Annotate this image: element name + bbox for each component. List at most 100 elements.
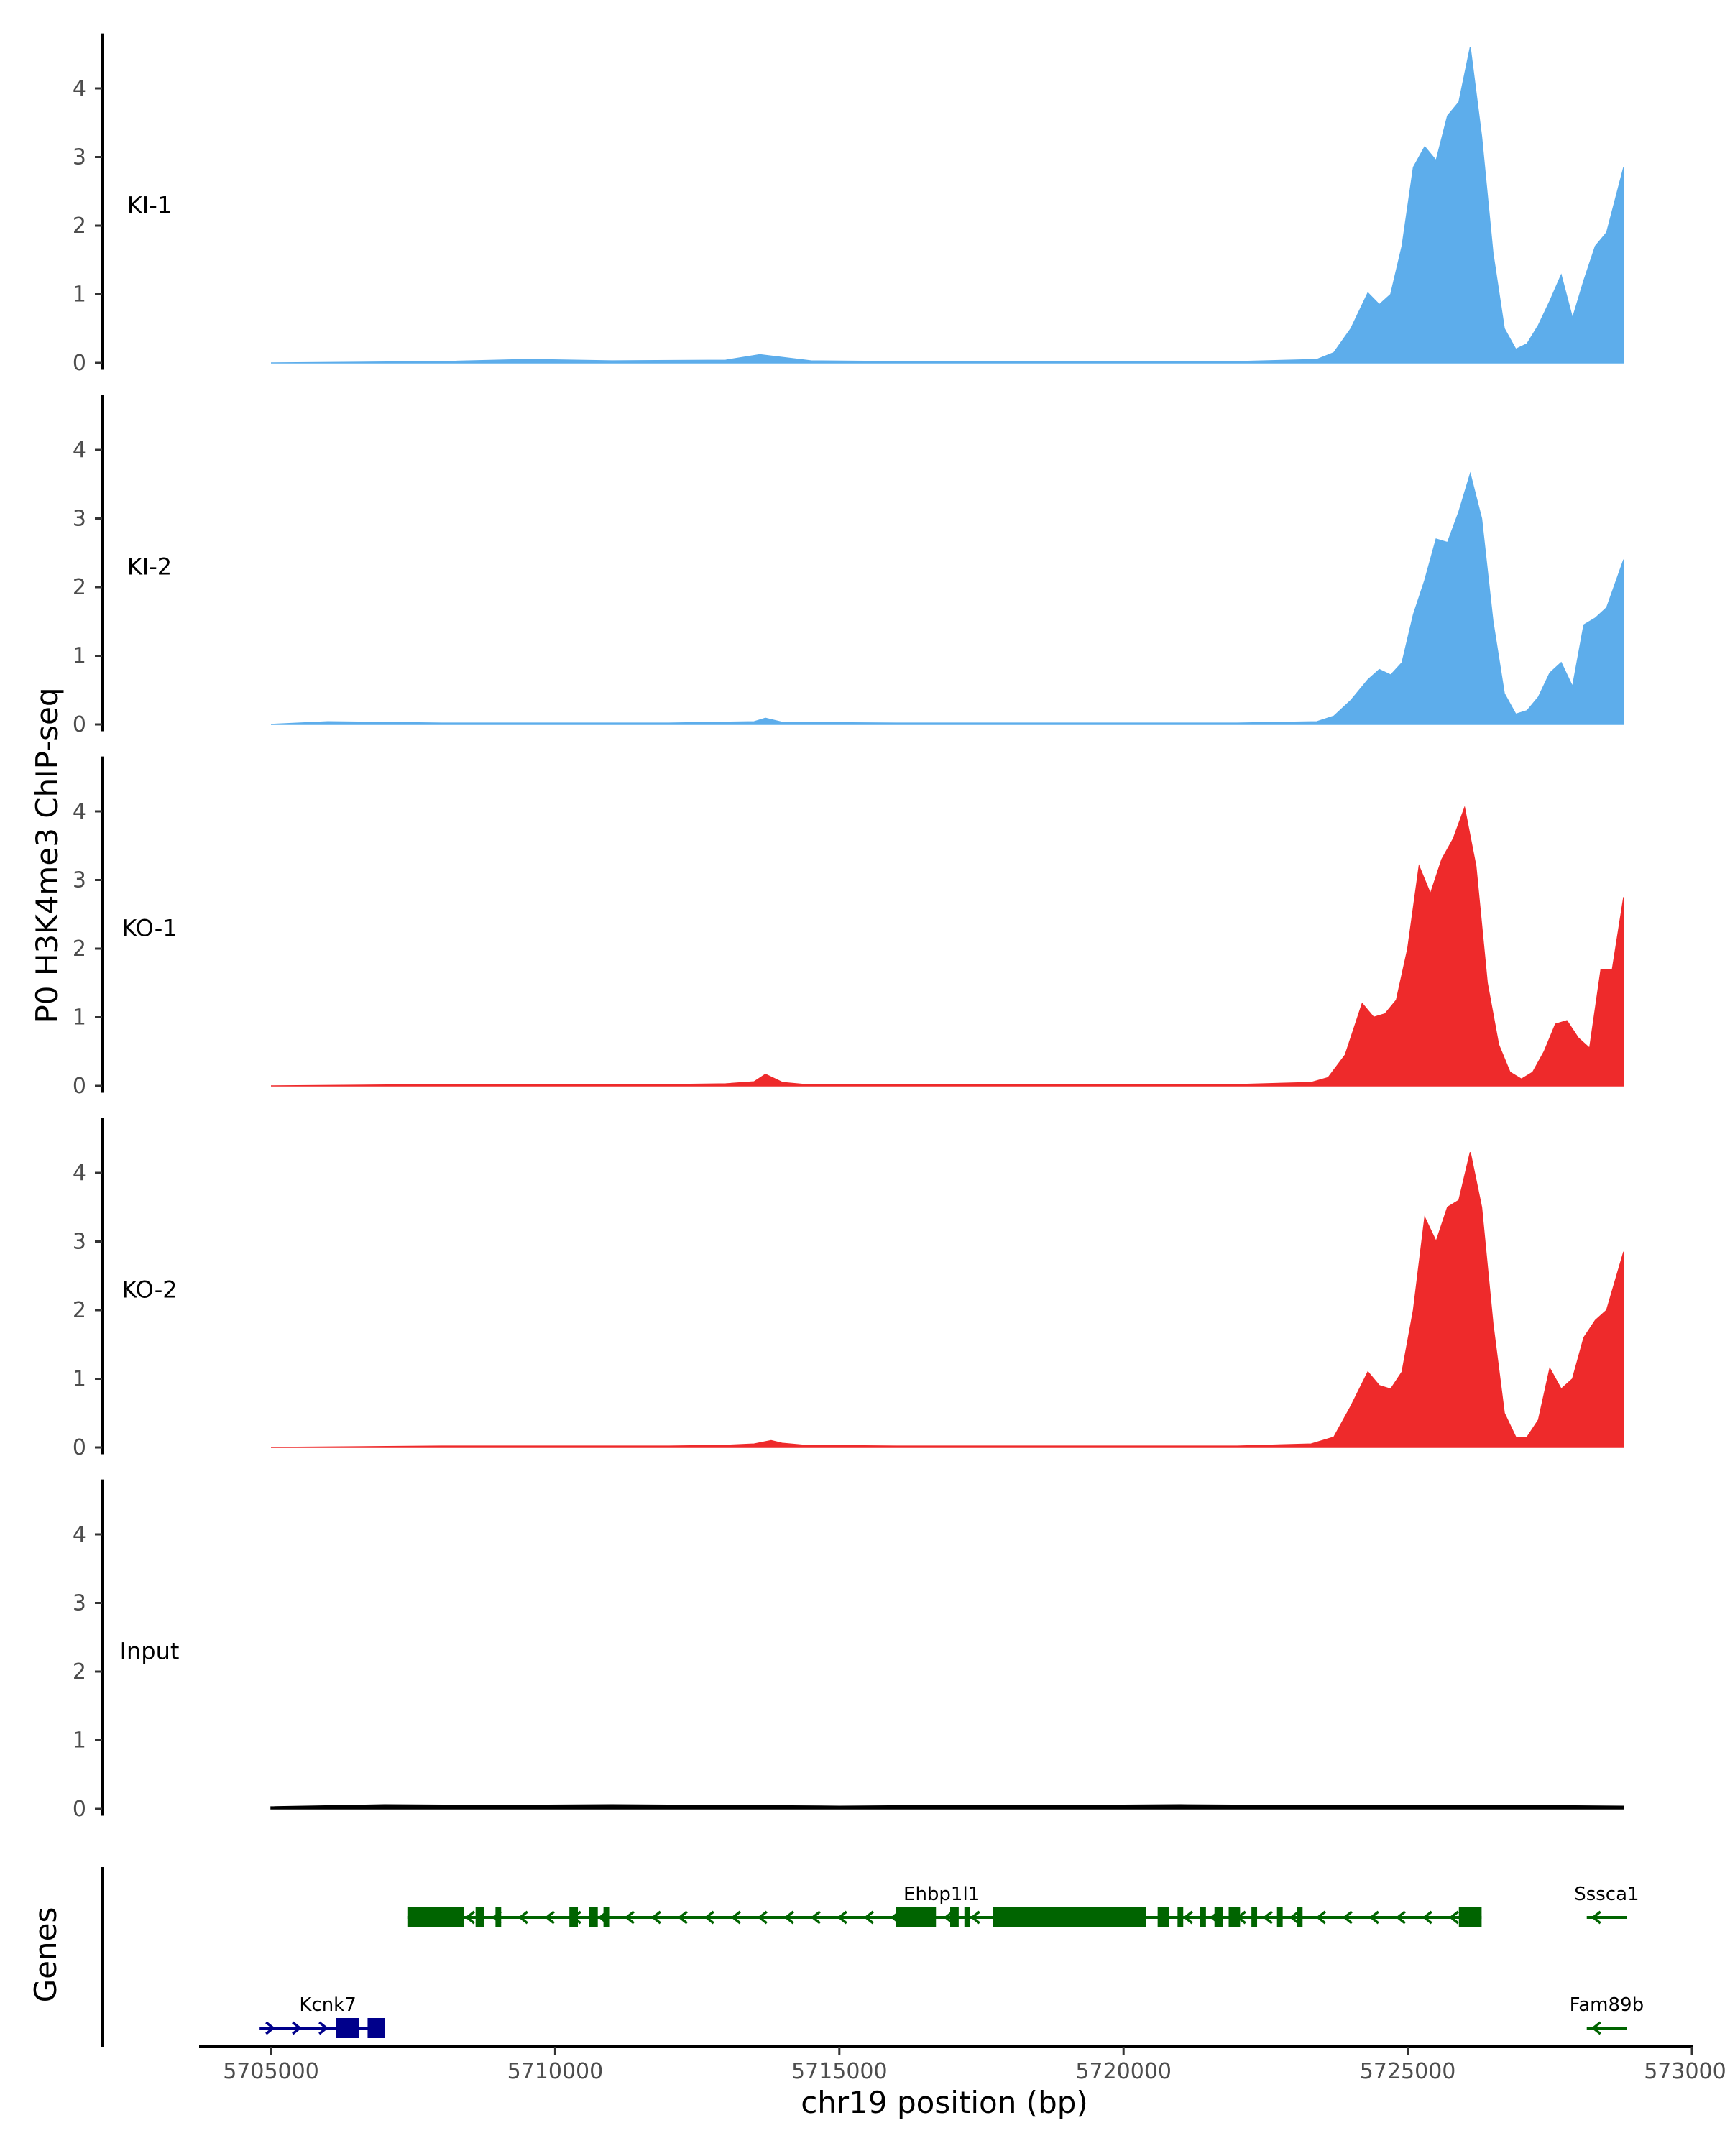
y-tick-label: 3 — [73, 868, 86, 893]
strand-arrow — [837, 1910, 847, 1925]
signal-area — [270, 471, 1624, 725]
y-tick-label: 3 — [73, 1230, 86, 1255]
strand-arrow — [1182, 1910, 1193, 1925]
exon — [589, 1907, 598, 1927]
y-tick-label: 2 — [73, 1659, 86, 1685]
exon — [1177, 1907, 1184, 1927]
y-tick-label: 0 — [73, 1074, 86, 1099]
genes-layer: Ehbp1l1 Sssca1 Kcnk7 Fam89b — [101, 1867, 1644, 2047]
exon — [1200, 1907, 1206, 1927]
exon — [896, 1907, 937, 1927]
track-input: 0 1 2 3 4 Input — [73, 1479, 1624, 1822]
y-tick-label: 0 — [73, 1797, 86, 1822]
exon — [1276, 1907, 1283, 1927]
y-tick-label: 4 — [73, 1161, 86, 1186]
strand-arrow — [544, 1910, 555, 1925]
y-tick-label: 2 — [73, 1298, 86, 1323]
strand-arrow — [730, 1910, 741, 1925]
y-tick-label: 3 — [73, 145, 86, 170]
gene-label: Fam89b — [1570, 1994, 1644, 2016]
strand-arrow — [1395, 1910, 1406, 1925]
y-tick-label: 2 — [73, 936, 86, 962]
track-ko-2: 0 1 2 3 4 KO-2 — [73, 1118, 1624, 1460]
strand-arrow — [1342, 1910, 1353, 1925]
track-label: KI-2 — [127, 553, 172, 580]
y-tick-label: 1 — [73, 282, 86, 308]
strand-arrow — [1368, 1910, 1379, 1925]
y-tick-label: 4 — [73, 76, 86, 101]
track-ki-2: 0 1 2 3 4 KI-2 — [73, 395, 1624, 737]
strand-arrow — [863, 1910, 874, 1925]
gene-label: Sssca1 — [1574, 1884, 1639, 1905]
exon — [950, 1907, 959, 1927]
strand-arrow — [704, 1910, 714, 1925]
strand-arrow — [1591, 2021, 1601, 2035]
exon — [1458, 1907, 1482, 1927]
strand-arrow — [677, 1910, 688, 1925]
exon — [495, 1907, 502, 1927]
y-tick-label: 1 — [73, 1005, 86, 1031]
track-label: KO-1 — [121, 914, 177, 941]
y-tick-label: 3 — [73, 507, 86, 532]
gene-fam89b: Fam89b — [1570, 1994, 1644, 2035]
strand-arrow — [1262, 1910, 1273, 1925]
y-tick-label: 0 — [73, 712, 86, 737]
exon — [993, 1907, 1146, 1927]
track-label: Input — [120, 1637, 180, 1664]
exon — [1251, 1907, 1258, 1927]
x-axis: 5705000 5710000 5715000 5720000 5725000 57300… — [199, 2045, 1725, 2084]
exon — [569, 1907, 579, 1927]
strand-arrow — [783, 1910, 794, 1925]
x-axis-title: chr19 position (bp) — [801, 2085, 1088, 2120]
y-tick-label: 1 — [73, 644, 86, 669]
gene-label: Ehbp1l1 — [903, 1884, 980, 1905]
exon — [336, 2018, 359, 2038]
x-tick-label: 5730000 — [1644, 2059, 1725, 2084]
exon — [964, 1907, 970, 1927]
y-tick-label: 4 — [73, 799, 86, 824]
y-tick-label: 1 — [73, 1367, 86, 1392]
strand-arrow — [1422, 1910, 1432, 1925]
exon — [1297, 1907, 1303, 1927]
y-tick-label: 2 — [73, 213, 86, 239]
exon — [475, 1907, 484, 1927]
track-label: KI-1 — [127, 191, 172, 218]
y-tick-label: 0 — [73, 1435, 86, 1460]
y-axis-title: P0 H3K4me3 ChIP-seq — [29, 687, 65, 1023]
x-tick-label: 5705000 — [223, 2059, 319, 2084]
y-tick-label: 4 — [73, 1522, 86, 1547]
exon — [1157, 1907, 1169, 1927]
exon — [407, 1907, 464, 1927]
exon — [1228, 1907, 1241, 1927]
gene-kcnk7: Kcnk7 — [259, 1994, 385, 2038]
x-tick-label: 5715000 — [791, 2059, 888, 2084]
gene-label: Kcnk7 — [299, 1994, 356, 2016]
y-tick-label: 4 — [73, 438, 86, 463]
y-tick-label: 1 — [73, 1728, 86, 1754]
x-tick-label: 5710000 — [507, 2059, 604, 2084]
strand-arrow — [318, 2021, 328, 2035]
strand-arrow — [1289, 1910, 1300, 1925]
strand-arrow — [757, 1910, 768, 1925]
strand-arrow — [970, 1910, 980, 1925]
signal-area — [270, 1804, 1624, 1810]
strand-arrow — [810, 1910, 821, 1925]
strand-arrow — [518, 1910, 528, 1925]
strand-arrow — [1315, 1910, 1326, 1925]
strand-arrow — [1591, 1910, 1601, 1925]
exon — [603, 1907, 610, 1927]
strand-arrow — [265, 2021, 275, 2035]
strand-arrow — [1448, 1910, 1459, 1925]
track-ko-1: 0 1 2 3 4 KO-1 — [73, 756, 1624, 1099]
tracks-layer: 0 1 2 3 4 KI-1 0 1 2 3 4 KI-2 0 1 2 3 4 KO-1 0 1 2 3 4 KO-2 0 1 2 3… — [73, 33, 1624, 1822]
gene-ehbp1l1: Ehbp1l1 — [407, 1884, 1482, 1927]
strand-arrow — [650, 1910, 661, 1925]
gene-sssca1: Sssca1 — [1574, 1884, 1639, 1925]
exon — [1214, 1907, 1223, 1927]
track-label: KO-2 — [121, 1276, 177, 1303]
y-tick-label: 0 — [73, 351, 86, 376]
signal-area — [270, 1152, 1624, 1448]
genes-axis-title: Genes — [28, 1907, 63, 2003]
y-tick-label: 2 — [73, 575, 86, 600]
